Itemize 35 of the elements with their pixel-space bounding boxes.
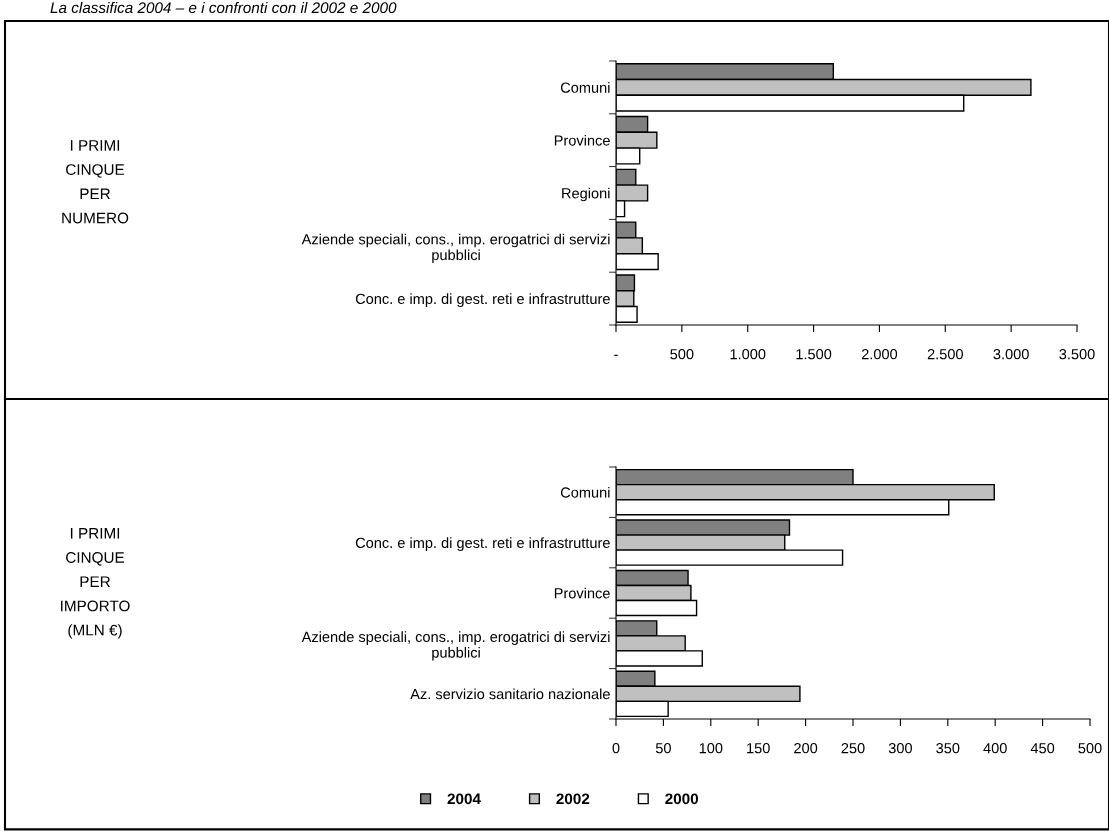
legend-label: 2004: [447, 793, 481, 805]
x-tick-label: 50: [655, 743, 671, 754]
x-tick-label: 1.000: [730, 349, 766, 360]
y-tick-label: Comuni: [560, 82, 610, 93]
x-tick-label: 0: [612, 743, 620, 754]
x-tick-label: -: [614, 354, 618, 356]
x-tick-label: 250: [841, 743, 865, 754]
text: I PRIMI CINQUE PER NUMERO: [62, 140, 129, 224]
x-tick-label: 2.500: [927, 349, 963, 360]
y-tick-label: Aziende speciali, cons., imp. erogatrici di servizi pubblici: [301, 233, 610, 264]
x-tick-label: 2.000: [861, 349, 898, 360]
x-tick-label: 300: [888, 743, 912, 754]
x-tick-label: 350: [936, 743, 960, 754]
x-tick-label: 1.500: [796, 349, 832, 360]
text: La classifica 2004 – e i confronti con il 2002 e 2000: [50, 1, 397, 14]
x-tick-label: 3.500: [1059, 349, 1095, 360]
x-tick-label: 150: [747, 743, 770, 754]
y-tick-label: Province: [554, 587, 610, 599]
y-tick-label: Regioni: [562, 187, 610, 202]
y-tick-label: Conc. e imp. di gest. reti e infrastrutture: [355, 293, 610, 307]
y-tick-label: Aziende speciali, cons., imp. erogatrici di servizi pubblici: [301, 631, 610, 661]
x-tick-label: 400: [983, 743, 1007, 754]
x-tick-label: 500: [670, 349, 694, 360]
y-tick-label: Az. servizio sanitario nazionale: [410, 688, 610, 700]
y-tick-label: Province: [554, 134, 610, 146]
y-tick-label: Conc. e imp. di gest. reti e infrastrutture: [355, 537, 610, 551]
legend-label: 2002: [556, 793, 590, 805]
x-tick-label: 100: [699, 743, 723, 754]
x-tick-label: 450: [1030, 743, 1055, 754]
x-tick-label: 3.000: [993, 349, 1029, 360]
y-tick-label: Comuni: [560, 486, 610, 498]
legend-label: 2000: [665, 793, 699, 805]
x-tick-label: 200: [794, 743, 818, 754]
text: I PRIMI CINQUE PER IMPORTO (MLN €): [61, 528, 130, 639]
x-tick-label: 500: [1078, 743, 1102, 754]
